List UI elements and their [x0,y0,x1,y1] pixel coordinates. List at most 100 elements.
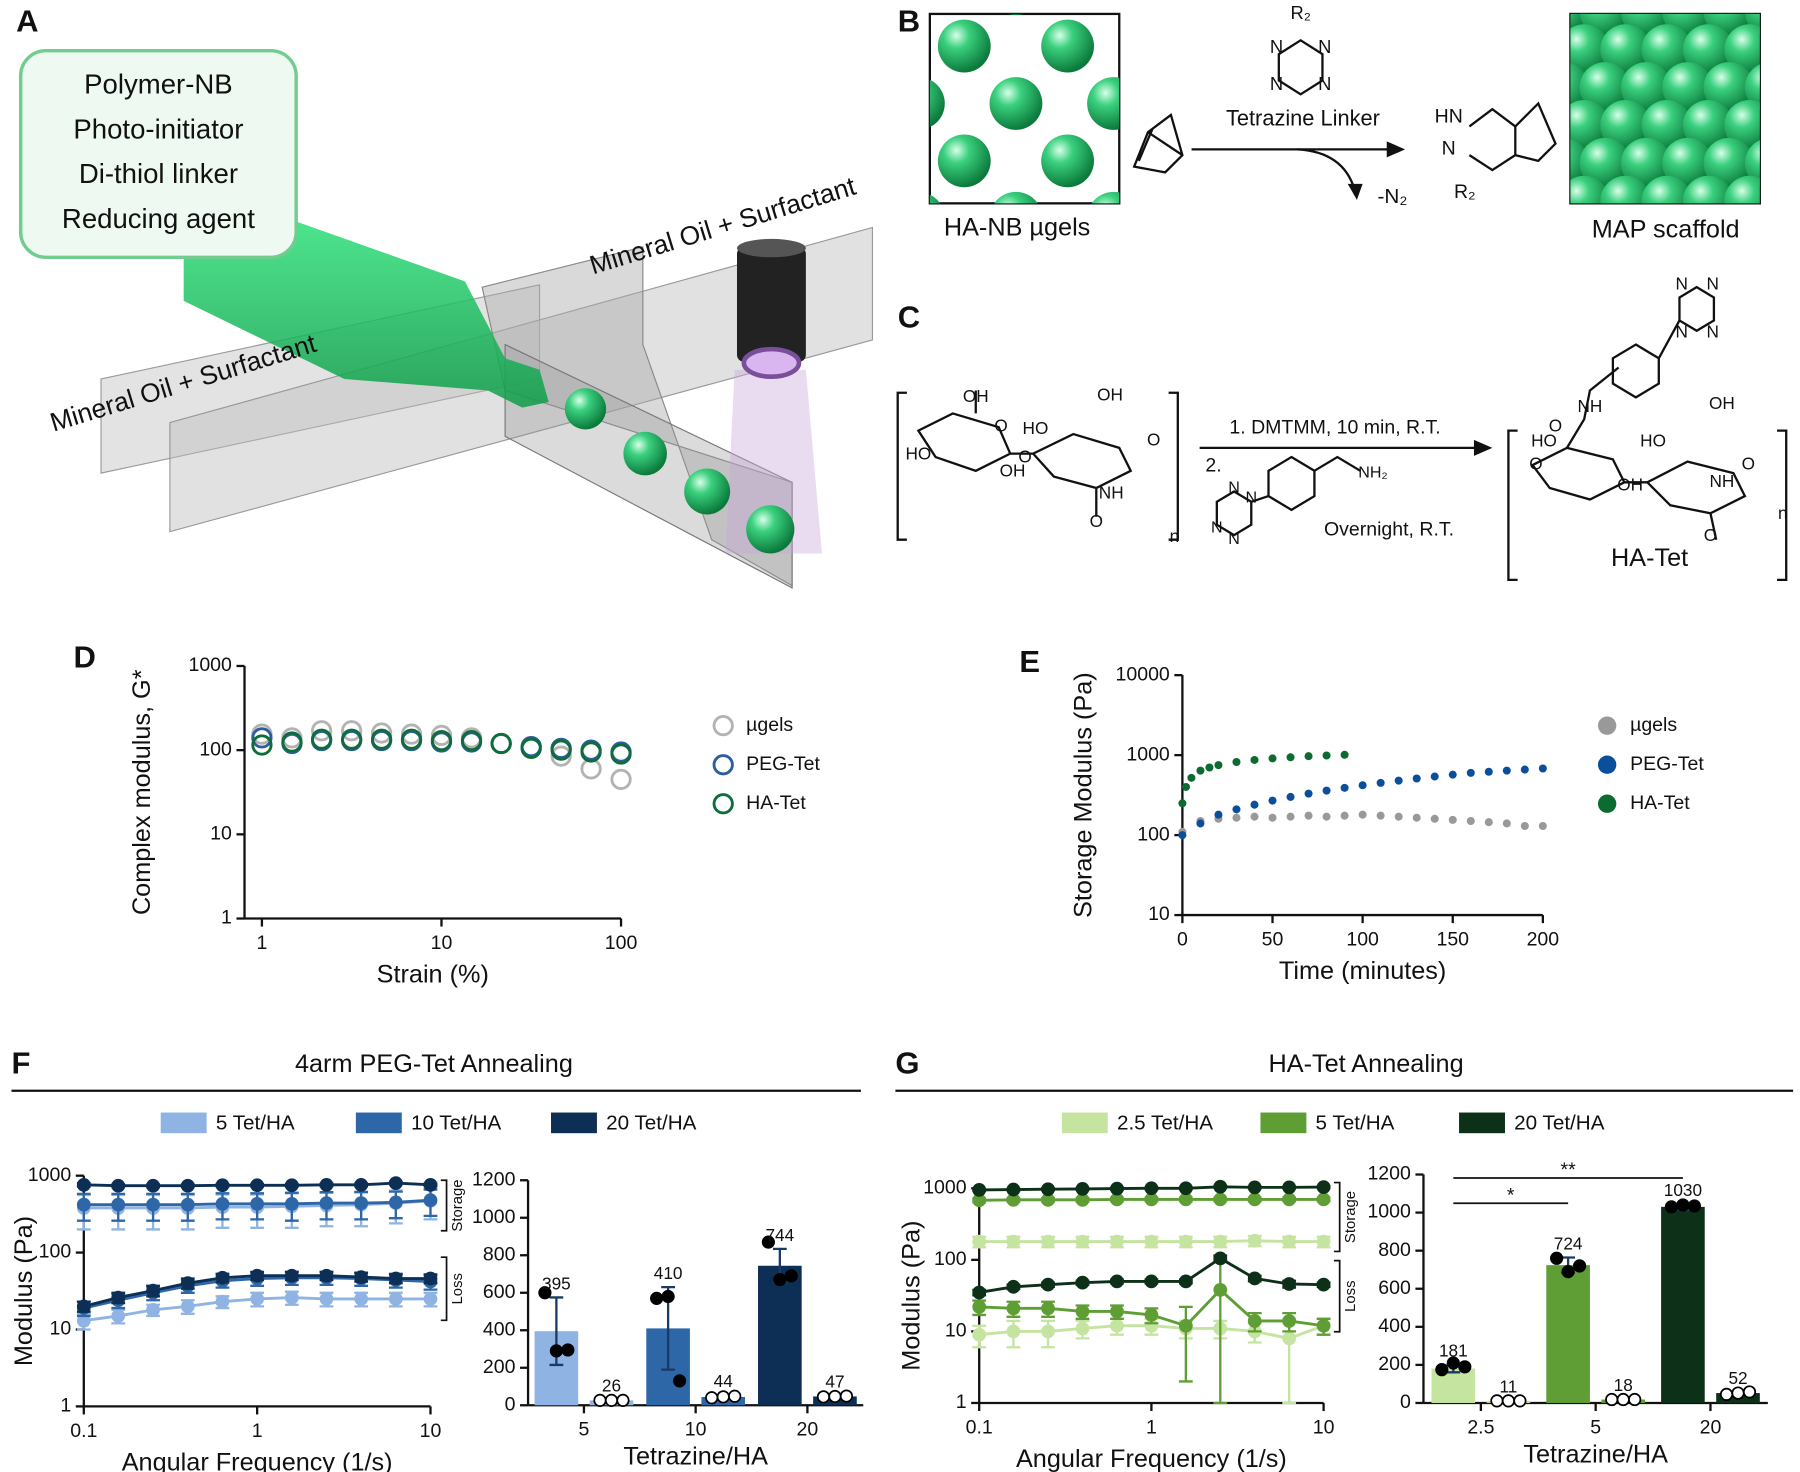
replicate-point [593,1393,607,1407]
legend-swatch [1459,1112,1505,1134]
atom-label: NH [1099,482,1124,502]
bar [1661,1206,1705,1403]
atom-label: N [1676,322,1688,342]
droplet [684,468,731,515]
data-point [1430,814,1439,823]
sphere [1724,100,1760,151]
significance-label: * [1507,1184,1515,1206]
data-point [1394,776,1403,785]
data-point [550,745,572,767]
data-point [1144,1192,1159,1207]
y-tick-label: 1 [60,1395,71,1417]
y-tick-label: 1200 [472,1168,516,1190]
data-point [1181,782,1191,791]
sphere [1641,175,1693,204]
data-point [284,1268,299,1283]
value-label: 11 [1499,1376,1517,1396]
data-point [1268,754,1277,763]
chart: 10 100 1000 10000 0 50 100 150 200 Time (minutes)… [1069,663,1704,985]
data-point [400,728,423,750]
x-tick-label: 20 [797,1419,819,1441]
atom-label: HO [1531,431,1557,451]
benzene-ring [1267,455,1316,512]
sphere [1620,137,1672,189]
atom-label: OH [1617,474,1643,494]
data-point [1075,1192,1090,1207]
bracket [440,1256,448,1322]
data-point [1110,1192,1124,1207]
product: HA-Tet [1611,544,1688,572]
data-point [111,1309,126,1323]
data-point [1520,821,1529,831]
section-title: HA-Tet Annealing [1269,1050,1464,1078]
data-point [1358,810,1367,819]
data-point [1448,815,1457,824]
sphere [1744,64,1760,111]
sphere [1041,134,1095,188]
y-tick-label: 10 [1148,903,1170,925]
atom-label: R₂ [1290,2,1310,23]
data-point [1006,1192,1021,1207]
atom-label: N [1318,36,1331,57]
value-label: 1030 [1664,1180,1702,1200]
data-point [1304,752,1313,761]
atom-label: N [1228,478,1240,496]
benzene-ring [1611,343,1660,399]
data-point [1250,812,1259,821]
data-point [1214,810,1223,819]
data-point [250,1178,265,1193]
y-tick-label: 1000 [1126,743,1170,765]
y-tick-label: 1 [956,1391,967,1413]
brackets [1507,429,1788,582]
data-point [1006,1324,1021,1339]
x-tick-label: 0.1 [70,1420,97,1442]
data-point [1304,811,1313,820]
data-point [1358,781,1367,790]
data-point [972,1193,987,1208]
x-tick-label: 1 [252,1420,263,1442]
atom-label: n [1778,503,1788,523]
data-point [1322,812,1331,821]
data-point [1316,1180,1331,1194]
sphere [1682,24,1734,75]
data-point [972,1285,987,1300]
data-point [1316,1277,1331,1292]
data-point [1110,1304,1124,1319]
sphere [1091,191,1120,204]
data-point [423,1292,438,1306]
x-axis-label: Time (minutes) [1279,957,1446,985]
replicate-point [1435,1363,1449,1377]
data-point [1247,1314,1262,1328]
legend-marker [712,715,734,737]
sphere [1620,62,1672,113]
data-point [1196,819,1205,828]
sphere [929,194,941,204]
data-point [1412,813,1421,822]
droplet [564,388,607,430]
legend-label: µgels [746,714,793,736]
y-tick-label: 100 [934,1248,967,1270]
data-point [215,1294,230,1309]
tube [183,218,549,408]
data-point [1232,805,1241,814]
data-point [1484,818,1493,827]
sphere [1724,24,1760,75]
sphere [1703,137,1755,189]
data-point [423,1271,438,1286]
replicate-point [1742,1385,1757,1399]
replicate-point [705,1391,719,1405]
atom-label: O [1704,525,1717,545]
sphere [1766,100,1800,151]
data-point [341,720,363,742]
data-point [1316,1318,1331,1333]
data-point [1247,1192,1262,1207]
replicate-point [549,1344,563,1358]
replicate-point [538,1286,552,1300]
data-point [972,1327,987,1342]
data-point [250,1196,265,1211]
y-tick-label: 1 [221,907,232,929]
data-point [1340,783,1349,792]
data-point [111,1178,126,1193]
data-point [1268,796,1277,805]
